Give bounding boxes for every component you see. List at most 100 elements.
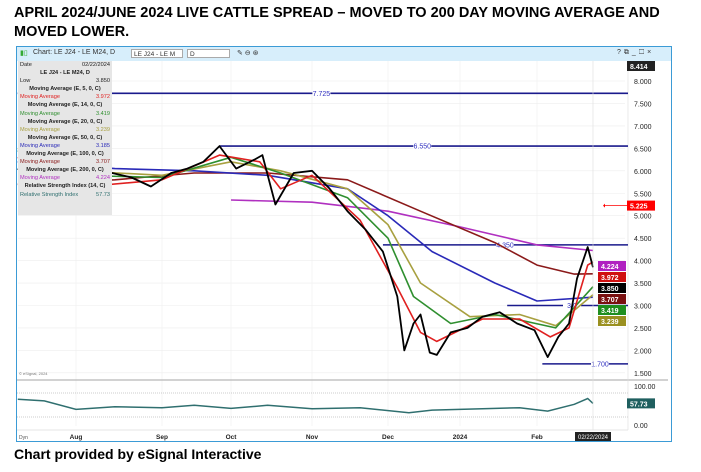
- legend-study-row: Moving Average 3.419: [18, 110, 112, 118]
- level-label-bg: [312, 89, 331, 97]
- chart-icon: ▮▯: [20, 50, 28, 57]
- page-title: APRIL 2024/JUNE 2024 LIVE CATTLE SPREAD …: [14, 5, 660, 40]
- legend-symbol: LE J24 - LE M24, D: [40, 70, 90, 77]
- legend-study-header: Moving Average (E, 14, 0, C): [27, 102, 103, 109]
- level-label-bg: [591, 359, 609, 367]
- x-tick-label: Sep: [156, 434, 168, 441]
- legend-study-row: Moving Average 3.185: [18, 142, 112, 150]
- legend-study-header: Moving Average (E, 50, 0, C): [27, 134, 103, 141]
- moving-average-line: [230, 199, 594, 252]
- legend-study-label: Moving Average: [20, 94, 61, 101]
- chart-toolbar: ▮▯ Chart: LE J24 - LE M24, D LE J24 - LE…: [17, 47, 671, 61]
- legend-study-header: Moving Average (E, 20, 0, C): [27, 118, 103, 125]
- rsi-tick-label: 100.00: [634, 384, 656, 391]
- y-tick-label: 4.500: [634, 236, 652, 243]
- alert-value-tag: 5.225: [630, 204, 648, 211]
- moving-average-line: [17, 172, 594, 275]
- last-date-bg: [575, 432, 611, 441]
- y-tick-label: 2.000: [634, 348, 652, 355]
- legend-date-label: Date: [20, 62, 32, 68]
- legend-study-label: Moving Average: [20, 142, 61, 149]
- legend-study-row: Moving Average 3.707: [18, 158, 112, 166]
- legend-study-header: Moving Average (E, 100, 0, C): [26, 151, 104, 158]
- x-tick-label: 2024: [453, 434, 468, 441]
- y-tick-label: 8.000: [634, 79, 652, 86]
- y-tick-label: 4.000: [634, 259, 652, 266]
- level-label-bg: [496, 240, 514, 248]
- y-tick-label: 1.500: [634, 371, 652, 378]
- y-tick-label: 6.500: [634, 146, 652, 153]
- legend-study-value: 4.224: [96, 175, 110, 182]
- chart-credit: Chart provided by eSignal Interactive: [14, 446, 262, 462]
- legend-study-header: Relative Strength Index (14, C): [24, 183, 106, 190]
- legend-study-value: 3.239: [96, 126, 110, 133]
- moving-average-line: [17, 161, 594, 302]
- chart-label: Chart: LE J24 - LE M24, D: [33, 49, 116, 56]
- legend-study-row: Moving Average 3.972: [18, 93, 112, 101]
- top-price-tag-bg: [627, 61, 655, 71]
- chart-window: ▮▯ Chart: LE J24 - LE M24, D LE J24 - LE…: [16, 46, 672, 442]
- series-value-tag-bg: [598, 316, 626, 326]
- legend-date-value: 02/22/2024: [82, 62, 110, 68]
- moving-average-line: [17, 154, 594, 343]
- legend-study-label: Moving Average: [20, 126, 61, 133]
- legend-date: Date 02/22/2024: [18, 61, 112, 69]
- x-tick-label: Aug: [70, 434, 83, 441]
- series-value-tag: 3.707: [601, 297, 619, 304]
- x-tick-label: Nov: [306, 434, 319, 441]
- rsi-value-tag: 57.73: [630, 401, 648, 408]
- level-label: 1.700: [591, 361, 609, 368]
- legend-study-label: Moving Average: [20, 159, 61, 166]
- dyn-button[interactable]: Dyn: [19, 435, 28, 441]
- minimize-icon[interactable]: _: [631, 49, 639, 56]
- interval-select[interactable]: D: [187, 49, 230, 58]
- series-value-tag-bg: [598, 294, 626, 304]
- y-tick-label: 5.000: [634, 214, 652, 221]
- moving-average-line: [17, 147, 594, 327]
- legend-study-value: 3.419: [96, 110, 110, 117]
- x-tick-label: Dec: [382, 434, 394, 441]
- pencil-icon[interactable]: ✎ ⊖ ⊛: [237, 50, 259, 57]
- series-value-tag-bg: [598, 272, 626, 282]
- series-value-tag-bg: [598, 283, 626, 293]
- rsi-value-tag-bg: [627, 398, 655, 409]
- legend-study-value: 3.972: [96, 94, 110, 101]
- y-tick-label: 7.000: [634, 124, 652, 131]
- legend-study-row: Moving Average 3.239: [18, 126, 112, 134]
- legend-study-header: Moving Average (E, 5, 0, C): [29, 86, 101, 93]
- alert-marker: [603, 203, 605, 208]
- legend-study-row: Relative Strength Index 57.73: [18, 191, 112, 199]
- close-icon[interactable]: ×: [647, 49, 655, 56]
- x-tick-label: Feb: [531, 434, 543, 441]
- window-controls[interactable]: ?⧉_☐×: [617, 49, 654, 57]
- series-value-tag-bg: [598, 305, 626, 315]
- series-value-tag-bg: [598, 261, 626, 271]
- link-icon[interactable]: ⧉: [623, 49, 632, 56]
- legend-study-header: Moving Average (E, 200, 0, C): [26, 167, 104, 174]
- legend-study-row: Moving Average 4.224: [18, 174, 112, 182]
- series-value-tag: 3.239: [601, 319, 619, 326]
- legend-study-value: 3.185: [96, 142, 110, 149]
- legend-study-value: 57.73: [96, 191, 110, 198]
- series-value-tag: 4.224: [601, 264, 619, 271]
- level-label-bg: [413, 142, 432, 150]
- y-tick-label: 6.000: [634, 169, 652, 176]
- y-tick-label: 3.000: [634, 304, 652, 311]
- top-price-tag: 8.414: [630, 64, 648, 71]
- price-line: [17, 145, 594, 358]
- legend-study-label: Moving Average: [20, 175, 61, 182]
- symbol-input[interactable]: LE J24 - LE M: [131, 49, 183, 58]
- moving-average-line: [17, 149, 594, 329]
- y-tick-label: 7.500: [634, 101, 652, 108]
- legend-low-value: 3.850: [96, 78, 110, 85]
- legend-study-value: 3.707: [96, 159, 110, 166]
- last-date-label: 02/22/2024: [578, 435, 609, 441]
- legend-low-label: Low: [20, 78, 31, 85]
- maximize-icon[interactable]: ☐: [638, 49, 648, 56]
- rsi-line: [17, 397, 594, 414]
- help-icon[interactable]: ?: [617, 49, 624, 56]
- y-tick-label: 2.500: [634, 326, 652, 333]
- level-label: 4.350: [496, 242, 514, 249]
- level-label: 6.550: [413, 144, 431, 151]
